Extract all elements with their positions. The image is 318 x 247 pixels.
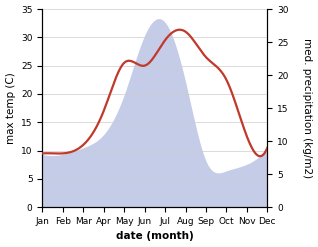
Y-axis label: max temp (C): max temp (C) <box>5 72 16 144</box>
X-axis label: date (month): date (month) <box>116 231 194 242</box>
Y-axis label: med. precipitation (kg/m2): med. precipitation (kg/m2) <box>302 38 313 178</box>
